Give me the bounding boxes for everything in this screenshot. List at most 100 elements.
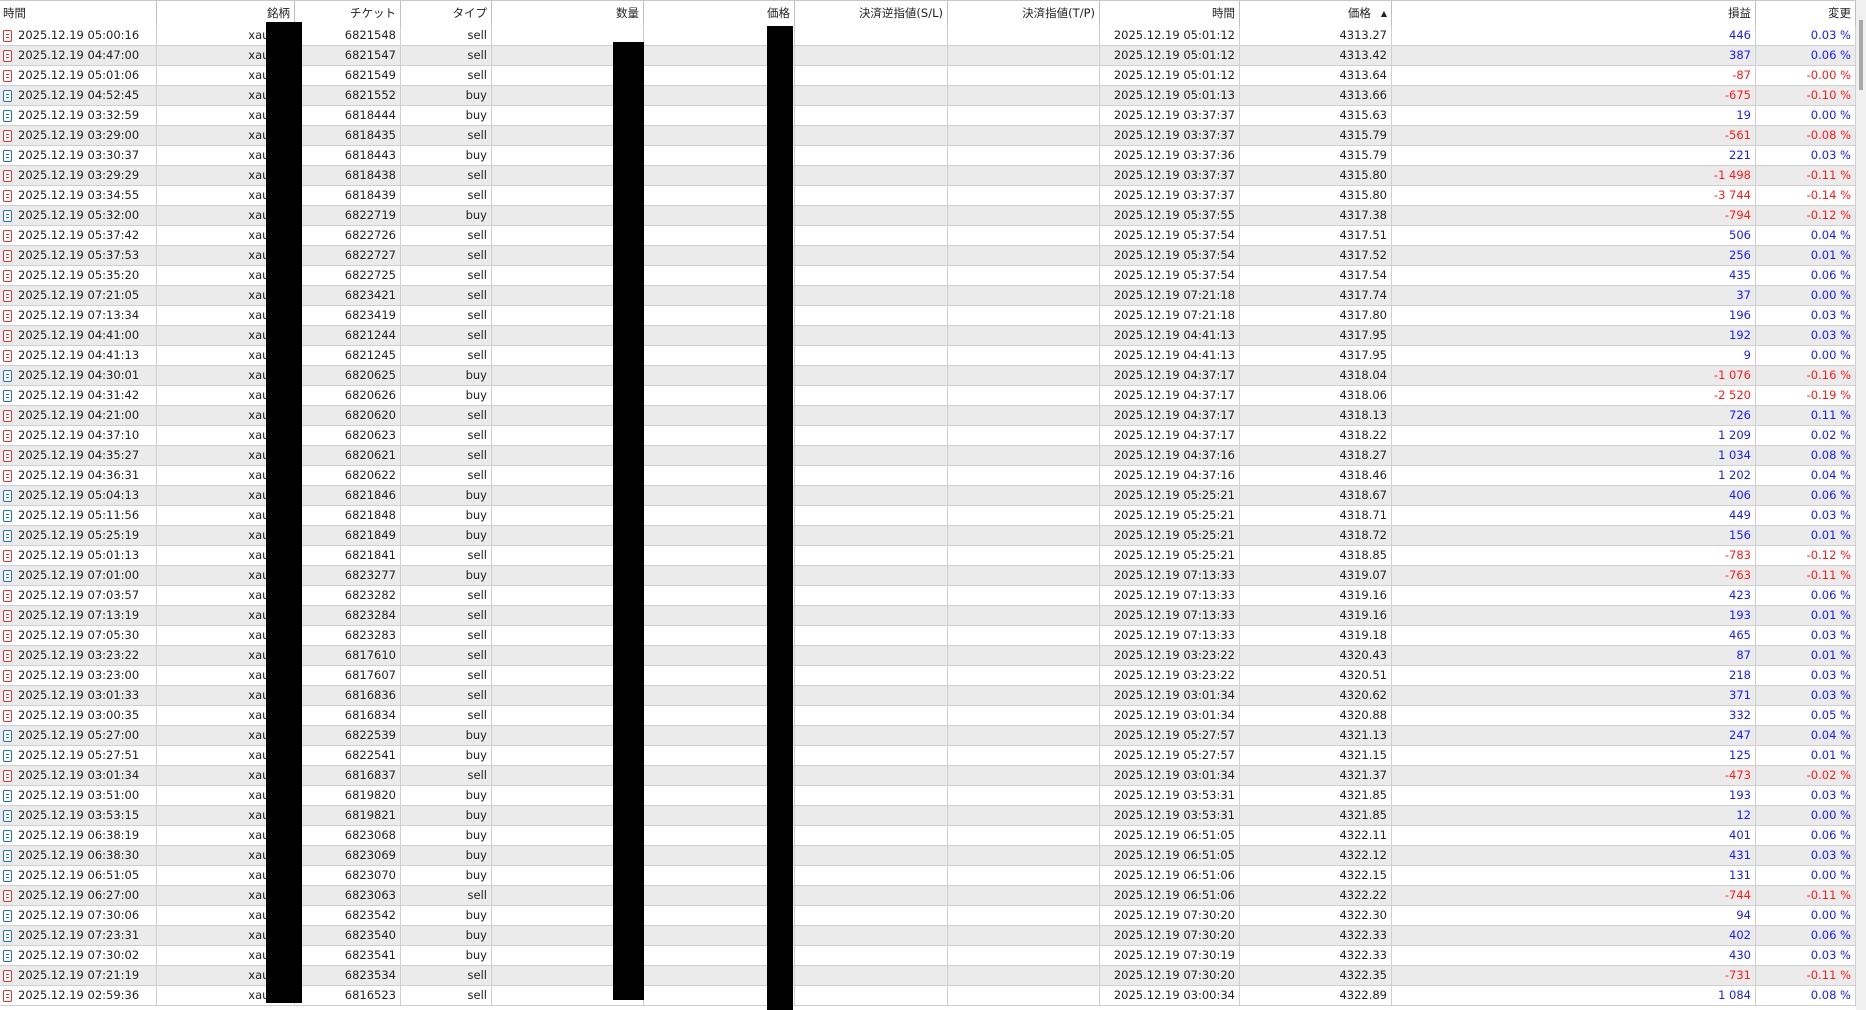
type-cell: buy	[401, 926, 492, 945]
open-time-cell: 2025.12.19 03:23:00	[0, 666, 157, 685]
ticket-cell: 6823069	[295, 846, 401, 865]
table-row[interactable]: 2025.12.19 07:21:05xauusd6823421sell4320…	[0, 286, 1856, 306]
close-price-cell: 4318.72	[1240, 526, 1392, 545]
profit-cell: 446	[1392, 26, 1756, 45]
type-cell: sell	[401, 186, 492, 205]
col-header-open-price[interactable]: 価格	[644, 1, 795, 26]
take-profit-cell	[948, 746, 1100, 765]
table-header: 時間 銘柄 チケット タイプ 数量 価格 決済逆指値(S/L) 決済指値(T/P…	[0, 0, 1856, 26]
close-time-cell: 2025.12.19 05:37:54	[1100, 246, 1240, 265]
take-profit-cell	[948, 126, 1100, 145]
col-header-ticket[interactable]: チケット	[295, 1, 401, 26]
vertical-scrollbar[interactable]	[1856, 0, 1866, 1010]
ticket-cell: 6823534	[295, 966, 401, 985]
type-cell: buy	[401, 366, 492, 385]
table-row[interactable]: 2025.12.19 03:29:00xauusd6818435sell4320…	[0, 126, 1856, 146]
col-header-close-price[interactable]: 価格 ▲	[1240, 1, 1392, 26]
take-profit-cell	[948, 66, 1100, 85]
table-row[interactable]: 2025.12.19 03:01:33xauusd6816836sell4320…	[0, 686, 1856, 706]
open-time-text: 2025.12.19 05:01:06	[18, 68, 140, 82]
buy-order-icon	[3, 950, 12, 962]
table-row[interactable]: 2025.12.19 04:31:42xauusd6820626buy43202…	[0, 386, 1856, 406]
table-row[interactable]: 2025.12.19 07:30:02xauusd6823541buy43202…	[0, 946, 1856, 966]
stop-loss-cell	[795, 766, 948, 785]
table-row[interactable]: 2025.12.19 05:04:13xauusd6821846buy43202…	[0, 486, 1856, 506]
col-header-change[interactable]: 変更	[1756, 1, 1856, 26]
open-time-text: 2025.12.19 06:38:30	[18, 848, 140, 862]
col-header-volume[interactable]: 数量	[492, 1, 644, 26]
close-price-cell: 4319.18	[1240, 626, 1392, 645]
close-time-cell: 2025.12.19 04:37:16	[1100, 446, 1240, 465]
table-row[interactable]: 2025.12.19 06:27:00xauusd6823063sell4320…	[0, 886, 1856, 906]
col-header-profit[interactable]: 損益	[1392, 1, 1756, 26]
table-row[interactable]: 2025.12.19 06:38:19xauusd6823068buy43202…	[0, 826, 1856, 846]
table-row[interactable]: 2025.12.19 07:13:34xauusd6823419sell4320…	[0, 306, 1856, 326]
open-time-cell: 2025.12.19 05:35:20	[0, 266, 157, 285]
open-time-cell: 2025.12.19 04:41:00	[0, 326, 157, 345]
table-row[interactable]: 2025.12.19 05:32:00xauusd6822719buy43202…	[0, 206, 1856, 226]
take-profit-cell	[948, 786, 1100, 805]
open-time-text: 2025.12.19 07:21:05	[18, 288, 140, 302]
take-profit-cell	[948, 986, 1100, 1005]
col-header-open-time[interactable]: 時間	[0, 1, 157, 26]
table-row[interactable]: 2025.12.19 05:37:53xauusd6822727sell4320…	[0, 246, 1856, 266]
table-row[interactable]: 2025.12.19 07:13:19xauusd6823284sell4320…	[0, 606, 1856, 626]
close-price-cell: 4318.67	[1240, 486, 1392, 505]
table-row[interactable]: 2025.12.19 07:01:00xauusd6823277buy43202…	[0, 566, 1856, 586]
table-row[interactable]: 2025.12.19 03:51:00xauusd6819820buy43202…	[0, 786, 1856, 806]
close-time-cell: 2025.12.19 05:01:12	[1100, 26, 1240, 45]
scrollbar-thumb[interactable]	[1859, 20, 1863, 90]
stop-loss-cell	[795, 86, 948, 105]
close-price-cell: 4322.33	[1240, 926, 1392, 945]
open-time-cell: 2025.12.19 07:21:05	[0, 286, 157, 305]
open-time-cell: 2025.12.19 05:00:16	[0, 26, 157, 45]
ticket-cell: 6821549	[295, 66, 401, 85]
take-profit-cell	[948, 946, 1100, 965]
profit-cell: 221	[1392, 146, 1756, 165]
take-profit-cell	[948, 546, 1100, 565]
stop-loss-cell	[795, 806, 948, 825]
type-cell: sell	[401, 426, 492, 445]
table-row[interactable]: 2025.12.19 03:01:34xauusd6816837sell4320…	[0, 766, 1856, 786]
table-row[interactable]: 2025.12.19 04:41:13xauusd6821245sell4320…	[0, 346, 1856, 366]
sell-order-icon	[3, 650, 12, 662]
type-cell: buy	[401, 106, 492, 125]
stop-loss-cell	[795, 126, 948, 145]
ticket-cell: 6820625	[295, 366, 401, 385]
close-time-cell: 2025.12.19 05:27:57	[1100, 726, 1240, 745]
type-cell: sell	[401, 546, 492, 565]
table-row[interactable]: 2025.12.19 04:35:27xauusd6820621sell4320…	[0, 446, 1856, 466]
ticket-cell: 6823070	[295, 866, 401, 885]
table-row[interactable]: 2025.12.19 04:30:01xauusd6820625buy43202…	[0, 366, 1856, 386]
profit-cell: 125	[1392, 746, 1756, 765]
stop-loss-cell	[795, 546, 948, 565]
col-header-type[interactable]: タイプ	[401, 1, 492, 26]
col-header-symbol[interactable]: 銘柄	[157, 1, 295, 26]
open-time-cell: 2025.12.19 05:37:53	[0, 246, 157, 265]
open-time-cell: 2025.12.19 07:03:57	[0, 586, 157, 605]
table-row[interactable]: 2025.12.19 05:11:56xauusd6821848buy43202…	[0, 506, 1856, 526]
type-cell: sell	[401, 26, 492, 45]
table-row[interactable]: 2025.12.19 04:41:00xauusd6821244sell4320…	[0, 326, 1856, 346]
take-profit-cell	[948, 486, 1100, 505]
profit-cell: 406	[1392, 486, 1756, 505]
ticket-cell: 6821849	[295, 526, 401, 545]
ticket-cell: 6822725	[295, 266, 401, 285]
open-time-text: 2025.12.19 05:00:16	[18, 28, 140, 42]
open-time-cell: 2025.12.19 04:41:13	[0, 346, 157, 365]
col-header-close-time[interactable]: 時間	[1100, 1, 1240, 26]
table-row[interactable]: 2025.12.19 04:47:00xauusd6821547sell4320…	[0, 46, 1856, 66]
sell-order-icon	[3, 250, 12, 262]
open-time-text: 2025.12.19 05:37:53	[18, 248, 140, 262]
ticket-cell: 6823540	[295, 926, 401, 945]
table-row[interactable]: 2025.12.19 04:21:00xauusd6820620sell4320…	[0, 406, 1856, 426]
table-row[interactable]: 2025.12.19 05:37:42xauusd6822726sell4320…	[0, 226, 1856, 246]
table-row[interactable]: 2025.12.19 05:25:19xauusd6821849buy43202…	[0, 526, 1856, 546]
take-profit-cell	[948, 606, 1100, 625]
table-row[interactable]: 2025.12.19 04:52:45xauusd6821552buy43202…	[0, 86, 1856, 106]
col-header-take-profit[interactable]: 決済指値(T/P)	[948, 1, 1100, 26]
open-time-text: 2025.12.19 04:36:31	[18, 468, 140, 482]
col-header-stop-loss[interactable]: 決済逆指値(S/L)	[795, 1, 948, 26]
open-time-text: 2025.12.19 03:32:59	[18, 108, 140, 122]
table-row[interactable]: 2025.12.19 03:23:00xauusd6817607sell4320…	[0, 666, 1856, 686]
